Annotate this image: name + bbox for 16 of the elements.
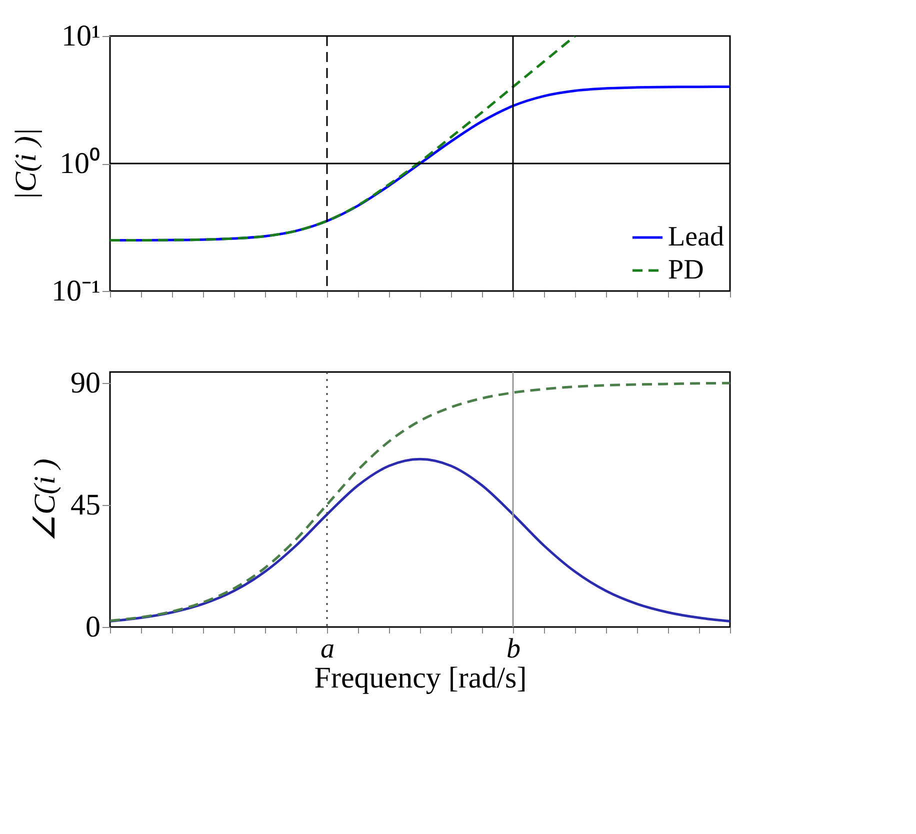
line-series — [110, 458, 730, 623]
x-tick-label: a — [320, 634, 334, 664]
y-axis-title: ∠C(i ) — [28, 458, 62, 542]
line-series — [110, 382, 730, 622]
x-tick-label: b — [506, 634, 520, 664]
y-tick-label: 45 — [70, 488, 100, 522]
y-tick-label: 10⁰ — [60, 147, 100, 180]
y-tick-label: 0 — [86, 610, 100, 644]
legend-label: Lead — [668, 222, 724, 252]
y-axis-title: |C(i )| — [10, 128, 43, 200]
x-axis-title: Frequency [rad/s] — [314, 662, 527, 694]
line-series — [110, 36, 576, 242]
y-tick-label: 90 — [70, 366, 100, 400]
y-tick-label: 10⁻¹ — [52, 274, 100, 308]
legend-label: PD — [668, 254, 704, 286]
y-tick-label: 10¹ — [62, 20, 100, 52]
